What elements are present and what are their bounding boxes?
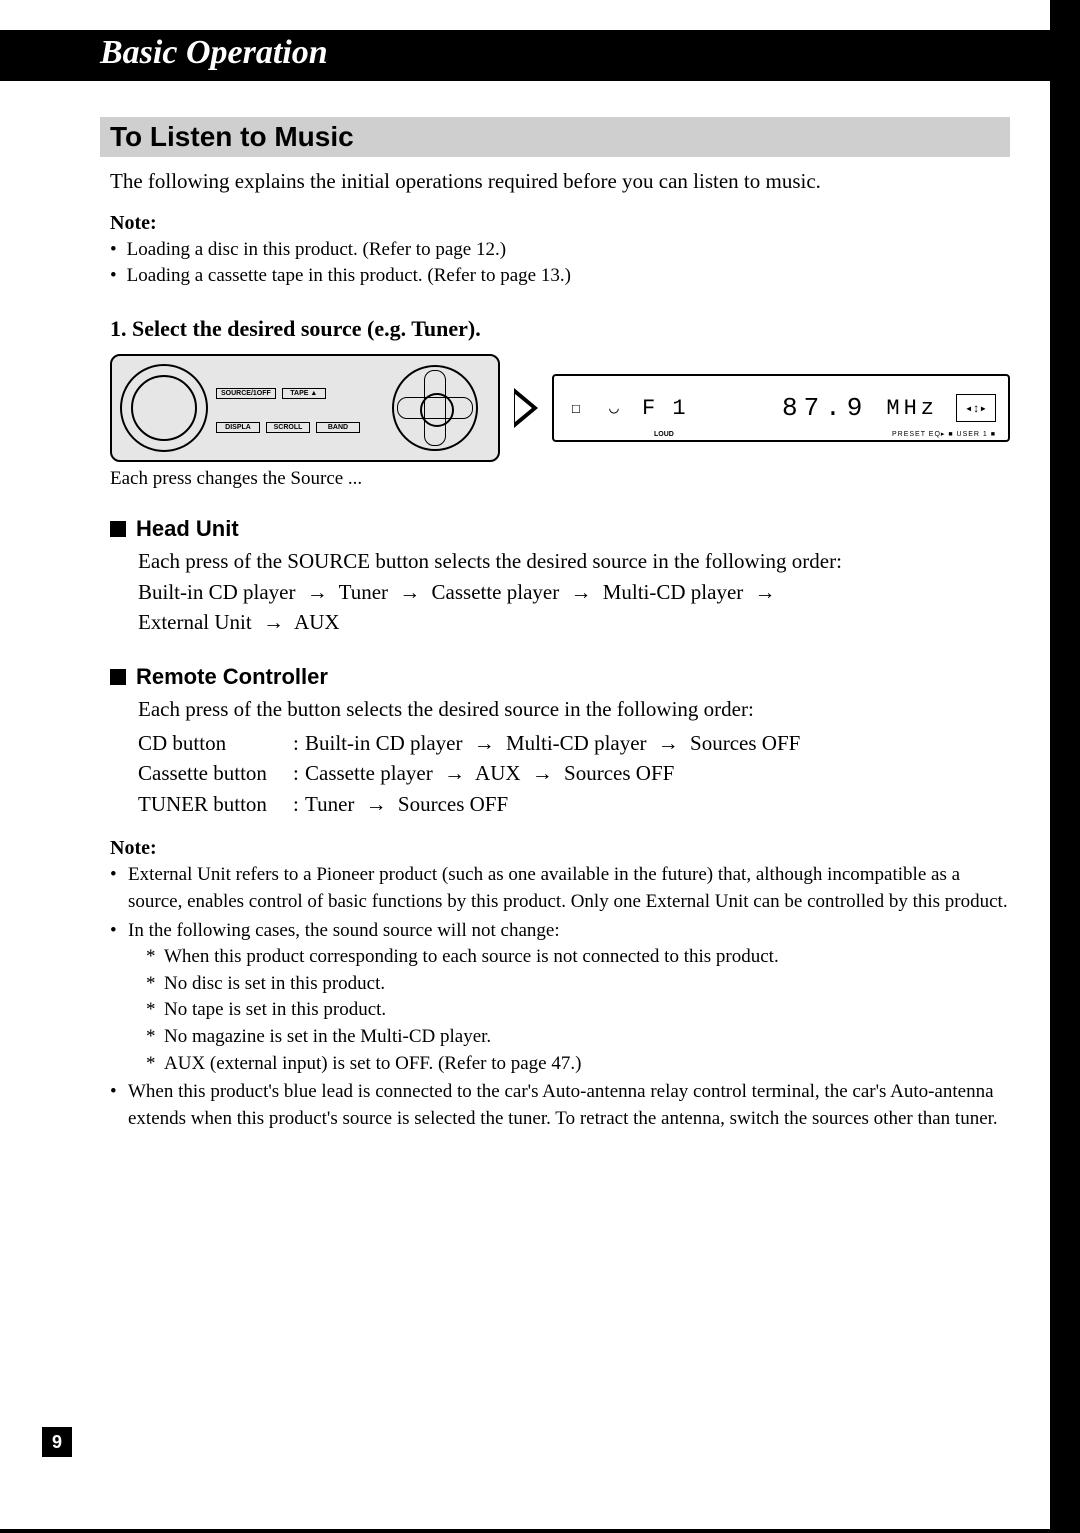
arrow-icon: → <box>532 758 553 788</box>
seq-item: Sources OFF <box>564 761 674 785</box>
head-unit-diagram: SOURCE/1OFF TAPE ▲ DISPLA SCROLL BAND <box>110 354 500 462</box>
display-nav-icon: ◂↕▸ <box>956 394 996 422</box>
arrow-icon: → <box>263 607 284 637</box>
note-subitem: No magazine is set in the Multi-CD playe… <box>146 1024 1010 1051</box>
arrow-icon: → <box>399 577 420 607</box>
step-1-heading: 1. Select the desired source (e.g. Tuner… <box>110 316 1010 342</box>
panel-button: SOURCE/1OFF <box>216 388 276 399</box>
seq-item: Multi-CD player <box>603 580 744 604</box>
display-diagram: ☐ ◡ F 1 87.9 MHz ◂↕▸ LOUD PRESET EQ▸ ■ U… <box>552 374 1010 442</box>
page-bottom-edge <box>0 1529 1080 1533</box>
note-label-2: Note: <box>110 837 1010 860</box>
note-text: In the following cases, the sound source… <box>128 920 560 941</box>
note-item: In the following cases, the sound source… <box>110 918 1010 1078</box>
display-frequency: 87.9 <box>782 393 868 423</box>
seq-item: Multi-CD player <box>506 731 647 755</box>
stereo-icon: ◡ <box>604 398 624 418</box>
note-item: External Unit refers to a Pioneer produc… <box>110 862 1010 915</box>
note-list-2: External Unit refers to a Pioneer produc… <box>110 862 1010 1132</box>
note-text: When this product's blue lead is connect… <box>128 1081 998 1129</box>
arrow-icon: → <box>474 728 495 758</box>
display-loud: LOUD <box>654 431 674 438</box>
display-preset-info: PRESET EQ▸ ■ USER 1 ■ <box>892 430 996 438</box>
remote-key: CD button <box>138 728 293 758</box>
arrow-icon: → <box>366 789 387 819</box>
remote-row: CD button : Built-in CD player → Multi-C… <box>138 728 1010 758</box>
remote-table: CD button : Built-in CD player → Multi-C… <box>138 728 1010 819</box>
section-title: To Listen to Music <box>110 121 354 152</box>
panel-button: DISPLA <box>216 422 260 433</box>
broadcast-icon: ☐ <box>566 398 586 418</box>
panel-button: SCROLL <box>266 422 310 433</box>
chapter-header-bar: Basic Operation <box>0 30 1080 81</box>
note-text: External Unit refers to a Pioneer produc… <box>128 864 1008 912</box>
seq-item: External Unit <box>138 610 252 634</box>
chapter-title: Basic Operation <box>100 34 328 71</box>
note-subitem: No tape is set in this product. <box>146 997 1010 1024</box>
seq-item: Built-in CD player <box>305 731 462 755</box>
head-unit-line1: Each press of the SOURCE button selects … <box>138 549 842 573</box>
remote-heading: Remote Controller <box>110 664 1010 690</box>
panel-button: TAPE ▲ <box>282 388 326 399</box>
seq-item: Sources OFF <box>398 792 508 816</box>
seq-item: Built-in CD player <box>138 580 295 604</box>
arrow-icon: → <box>444 758 465 788</box>
colon: : <box>293 728 305 758</box>
manual-page: Basic Operation To Listen to Music The f… <box>0 0 1080 1132</box>
section-header-bar: To Listen to Music <box>100 117 1010 157</box>
remote-row: Cassette button : Cassette player → AUX … <box>138 758 1010 788</box>
arrow-icon: → <box>307 577 328 607</box>
note-subitem: AUX (external input) is set to OFF. (Ref… <box>146 1051 1010 1078</box>
display-band: F 1 <box>642 396 688 421</box>
diagram-caption: Each press changes the Source ... <box>110 468 1010 490</box>
page-right-edge <box>1050 0 1080 1533</box>
remote-seq: Tuner → Sources OFF <box>305 789 508 819</box>
note-item: When this product's blue lead is connect… <box>110 1079 1010 1132</box>
note-list-1: Loading a disc in this product. (Refer t… <box>110 237 1010 288</box>
seq-item: AUX <box>294 610 340 634</box>
colon: : <box>293 789 305 819</box>
volume-knob-icon <box>120 364 208 452</box>
seq-item: Cassette player <box>432 580 560 604</box>
page-number: 9 <box>42 1427 72 1457</box>
panel-button-row-2: DISPLA SCROLL BAND <box>216 422 360 433</box>
remote-row: TUNER button : Tuner → Sources OFF <box>138 789 1010 819</box>
arrow-right-icon <box>514 388 538 428</box>
section-intro: The following explains the initial opera… <box>110 169 1010 194</box>
seq-item: Tuner <box>339 580 388 604</box>
remote-line1: Each press of the button selects the des… <box>138 694 1010 724</box>
note-item: Loading a cassette tape in this product.… <box>110 263 1010 289</box>
note-sublist: When this product corresponding to each … <box>146 944 1010 1077</box>
remote-seq: Built-in CD player → Multi-CD player → S… <box>305 728 800 758</box>
arrow-icon: → <box>658 728 679 758</box>
seq-item: Cassette player <box>305 761 433 785</box>
note-subitem: When this product corresponding to each … <box>146 944 1010 971</box>
seq-item: Sources OFF <box>690 731 800 755</box>
display-unit: MHz <box>886 396 938 421</box>
panel-button-row-1: SOURCE/1OFF TAPE ▲ <box>216 388 326 399</box>
note-label-1: Note: <box>110 212 1010 235</box>
remote-seq: Cassette player → AUX → Sources OFF <box>305 758 674 788</box>
arrow-icon: → <box>755 577 776 607</box>
note-subitem: No disc is set in this product. <box>146 971 1010 998</box>
diagram-row: SOURCE/1OFF TAPE ▲ DISPLA SCROLL BAND ☐ … <box>110 354 1010 462</box>
colon: : <box>293 758 305 788</box>
head-unit-heading: Head Unit <box>110 516 1010 542</box>
seq-item: AUX <box>475 761 521 785</box>
panel-button: BAND <box>316 422 360 433</box>
dpad-icon <box>392 365 478 451</box>
head-unit-body: Each press of the SOURCE button selects … <box>138 546 1010 637</box>
seq-item: Tuner <box>305 792 354 816</box>
dpad-vertical <box>424 370 446 446</box>
remote-key: Cassette button <box>138 758 293 788</box>
note-item: Loading a disc in this product. (Refer t… <box>110 237 1010 263</box>
arrow-icon: → <box>570 577 591 607</box>
remote-key: TUNER button <box>138 789 293 819</box>
